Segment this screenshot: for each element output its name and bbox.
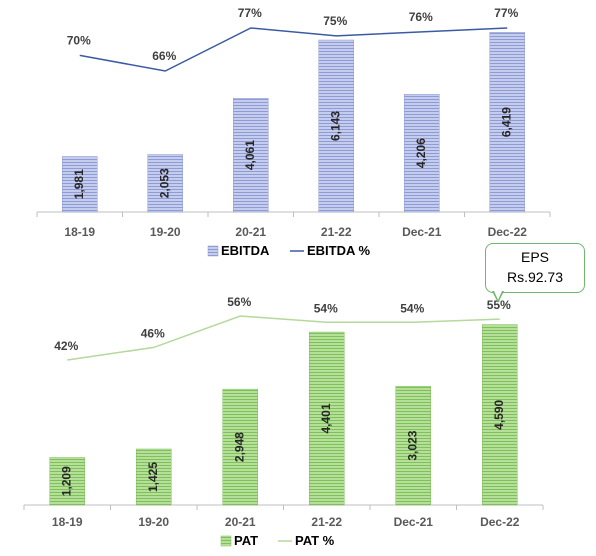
pat-bar-value-label: 4,401 [319, 403, 333, 433]
pat-bar-value-label: 3,023 [405, 430, 419, 460]
pat-bar [309, 331, 345, 506]
ebitda-bar [489, 32, 525, 213]
ebitda-bar-value-label: 4,061 [243, 140, 257, 170]
ebitda-legend-swatch-bar [207, 245, 219, 257]
ebitda-category-label: Dec-21 [402, 225, 442, 239]
ebitda-percent-label: 70% [67, 33, 91, 47]
pat-percent-label: 56% [227, 295, 251, 309]
ebitda-category-label: 21-22 [321, 225, 352, 239]
pat-category-label: 20-21 [225, 515, 256, 529]
pat-percent-label: 54% [314, 301, 338, 315]
pat-category-label: 19-20 [138, 515, 169, 529]
ebitda-bar [233, 98, 269, 213]
ebitda-bar [62, 156, 98, 213]
eps-callout-pointer-fill [494, 291, 502, 300]
ebitda-chart: 1,981 18-19 2,053 19-20 4,061 20-21 6,143 21-22… [36, 6, 551, 258]
pat-percent-label: 46% [141, 326, 165, 340]
eps-callout-value: Rs.92.73 [506, 269, 564, 285]
pat-legend-label-line: PAT % [295, 533, 335, 548]
ebitda-percent-label: 66% [152, 49, 176, 63]
pat-percent-label: 54% [400, 301, 424, 315]
ebitda-bar-value-label: 4,206 [414, 138, 428, 168]
ebitda-legend-label-bar: EBITDA [221, 243, 270, 258]
pat-category-label: Dec-21 [394, 515, 434, 529]
pat-bar [395, 385, 431, 506]
pat-bar-value-label: 4,590 [492, 399, 506, 429]
ebitda-bar [147, 154, 183, 213]
ebitda-percent-label: 76% [409, 10, 433, 24]
ebitda-bar-value-label: 6,143 [328, 111, 342, 141]
ebitda-percent-label: 75% [323, 14, 347, 28]
pat-bar [49, 457, 85, 506]
ebitda-category-label: Dec-22 [488, 225, 528, 239]
eps-callout-title: EPS [520, 249, 549, 265]
pat-bar-value-label: 2,948 [232, 432, 246, 462]
ebitda-bar-value-label: 2,053 [157, 168, 171, 198]
pat-category-label: 18-19 [52, 515, 83, 529]
ebitda-bar [318, 39, 354, 213]
pat-bar [136, 448, 172, 506]
pat-percent-line [67, 315, 500, 361]
pat-bar-value-label: 1,425 [146, 462, 160, 492]
pat-category-label: 21-22 [311, 515, 342, 529]
ebitda-category-label: 18-19 [64, 225, 95, 239]
pat-bar [222, 388, 258, 506]
ebitda-percent-label: 77% [238, 6, 262, 20]
ebitda-category-label: 19-20 [150, 225, 181, 239]
pat-bar [482, 324, 518, 506]
ebitda-percent-line [79, 27, 508, 72]
pat-legend-label-bar: PAT [234, 533, 258, 548]
ebitda-bar-value-label: 6,419 [499, 107, 513, 137]
eps-callout: EPS Rs.92.73 [485, 243, 585, 293]
pat-percent-label: 42% [54, 339, 78, 353]
ebitda-bar-value-label: 1,981 [72, 169, 86, 199]
ebitda-bar [404, 93, 440, 213]
pat-category-label: Dec-22 [480, 515, 520, 529]
pat-legend-swatch-bar [220, 535, 232, 547]
pat-bar-value-label: 1,209 [59, 466, 73, 496]
ebitda-percent-label: 77% [494, 6, 518, 20]
ebitda-legend-label-line: EBITDA % [307, 243, 371, 258]
pat-chart: 1,209 18-19 1,425 19-20 2,948 20-21 4,401 21-22… [23, 295, 544, 548]
ebitda-category-label: 20-21 [235, 225, 266, 239]
